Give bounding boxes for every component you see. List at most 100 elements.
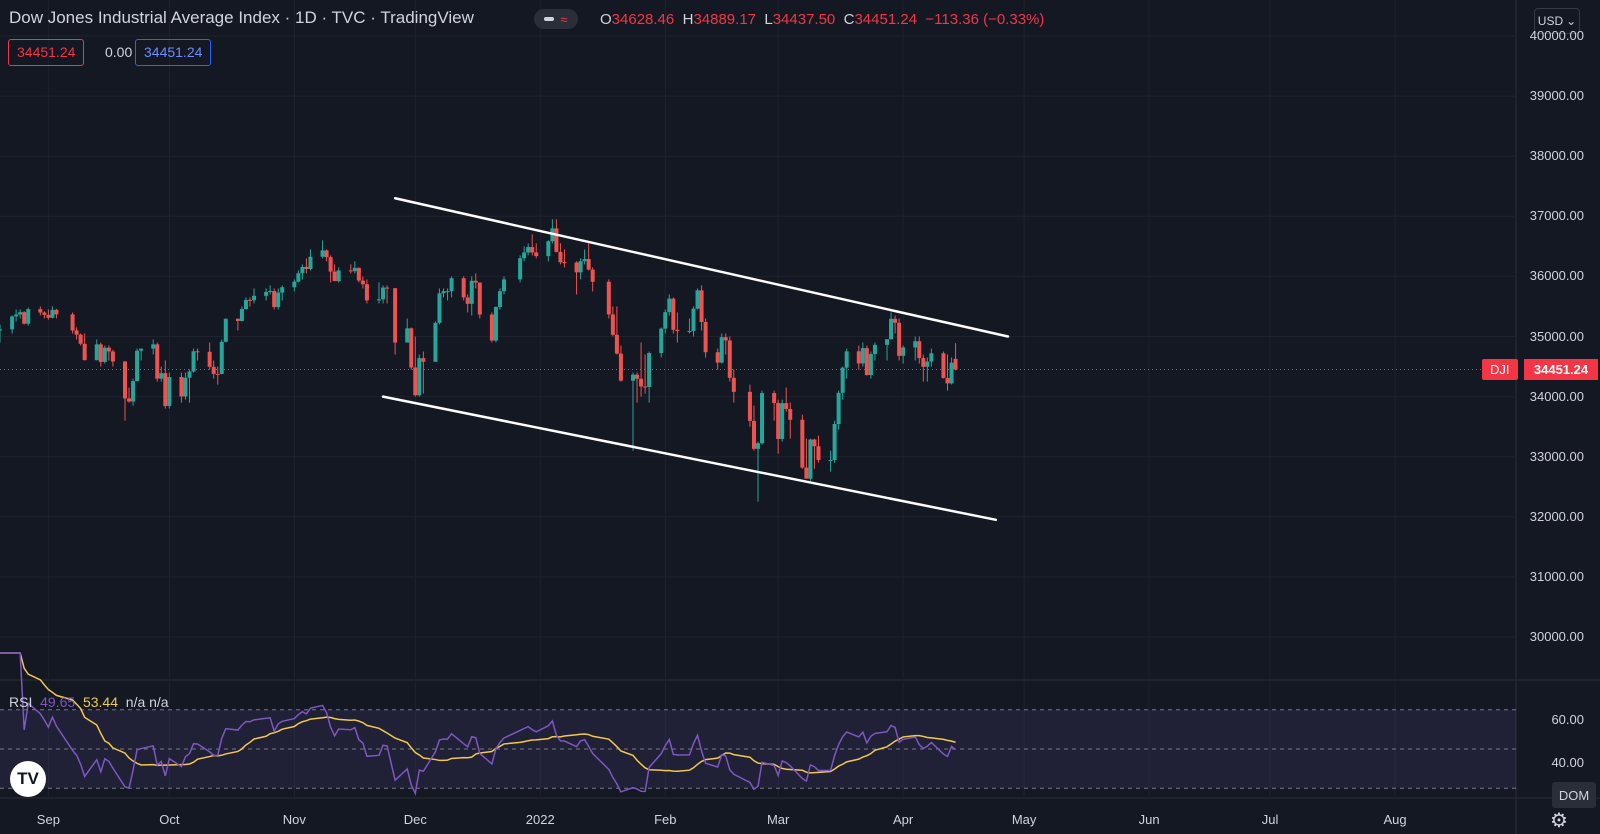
candle-body [336,270,341,282]
candle-body [280,287,285,293]
gear-icon[interactable]: ⚙ [1550,810,1568,832]
candle-body [534,252,539,257]
candle-body [501,279,506,292]
candle-body [562,262,567,264]
rsi-tick-40: 40.00 [1551,755,1584,770]
candle-body [328,257,333,272]
candle-body [953,358,958,370]
rsi-legend[interactable]: RSI 49.65 53.44 n/a n/a [9,694,169,710]
candle-body [901,347,906,356]
price-tick-label: 36000.00 [1529,268,1584,284]
candle-body [473,280,478,283]
candle-body [925,361,930,367]
candle-body [836,392,841,425]
candle-body [296,273,301,282]
price-tick-label: 35000.00 [1529,328,1584,344]
candle-body [788,408,793,420]
candle-body [719,337,724,363]
candle-body [469,280,474,304]
candle-body [945,378,950,384]
candle-body [42,312,47,315]
candle-body [885,339,890,345]
rsi-tick-60: 60.00 [1551,712,1584,727]
candle-body [687,331,692,333]
candle-body [578,261,583,273]
sell-price-box[interactable]: 34451.24 [8,39,85,66]
chevron-down-icon: ⌄ [1566,14,1577,28]
currency-label: USD [1537,14,1564,28]
rsi-panel [0,680,1516,798]
candle-body [590,269,595,282]
candle-body [606,281,611,315]
price-tick-label: 39000.00 [1529,88,1584,104]
candle-body [816,446,821,461]
buy-price-box[interactable]: 34451.24 [135,39,212,66]
candle-body [385,287,390,289]
price-tick-label: 33000.00 [1529,448,1584,464]
candle-body [417,358,422,396]
candle-body [493,306,498,341]
dom-button[interactable]: DOM [1552,782,1596,808]
candle-body [437,293,442,323]
candle-body [179,377,184,397]
candle-body [163,373,168,406]
candle-body [747,391,752,421]
tradingview-logo[interactable]: TV [10,761,46,797]
candle-body [10,316,15,330]
candle-body [94,344,99,361]
candle-body [167,377,172,406]
time-tick-label: Dec [403,812,427,827]
candle-body [151,344,156,349]
candle-body [639,378,644,387]
candle-body [856,351,861,364]
time-tick-label: Feb [654,812,677,827]
candle-body [276,292,281,307]
candle-body [526,247,531,253]
time-tick-label: Nov [282,812,306,827]
candle-body [889,318,894,340]
candle-body [518,258,523,280]
candle-body [647,353,652,387]
currency-selector[interactable]: USD ⌄ [1534,8,1580,34]
candle-body [22,312,27,324]
trendline-upper [393,197,1010,338]
candle-body [614,334,619,354]
price-tick-label: 30000.00 [1529,629,1584,644]
candle-body [70,314,75,331]
time-tick-label: Jun [1138,812,1160,827]
candle-body [489,314,494,341]
candle-body [893,318,898,323]
candle-body [618,353,623,381]
candle-body [50,309,55,318]
candle-body [659,328,664,354]
candle-body [46,314,51,318]
candle-body [868,354,873,376]
candle-body [776,403,781,439]
candle-body [941,353,946,379]
candle-body [477,282,482,315]
candle-body [405,328,410,343]
candle-body [522,252,527,259]
candle-body [332,271,337,282]
candle-body [780,403,785,439]
candle-body [921,358,926,367]
candle-body [272,291,277,307]
rsi-line [0,652,957,796]
spread-value: 0.00 [105,44,133,60]
candle-body [832,424,837,461]
rsi-band [0,709,1516,789]
market-status-badge[interactable]: ≈ [534,9,578,29]
candle-body [247,299,252,301]
candle-body [663,312,668,329]
candle-body [304,266,309,269]
price-tick-label: 32000.00 [1529,508,1584,524]
candle-body [324,250,329,258]
wave-icon: ≈ [560,11,568,27]
candle-body [308,256,313,269]
time-tick-label: Sep [36,812,60,827]
candle-body [421,358,426,362]
candle-body [364,284,369,301]
candle-body [554,228,559,252]
candle-body [929,353,934,362]
